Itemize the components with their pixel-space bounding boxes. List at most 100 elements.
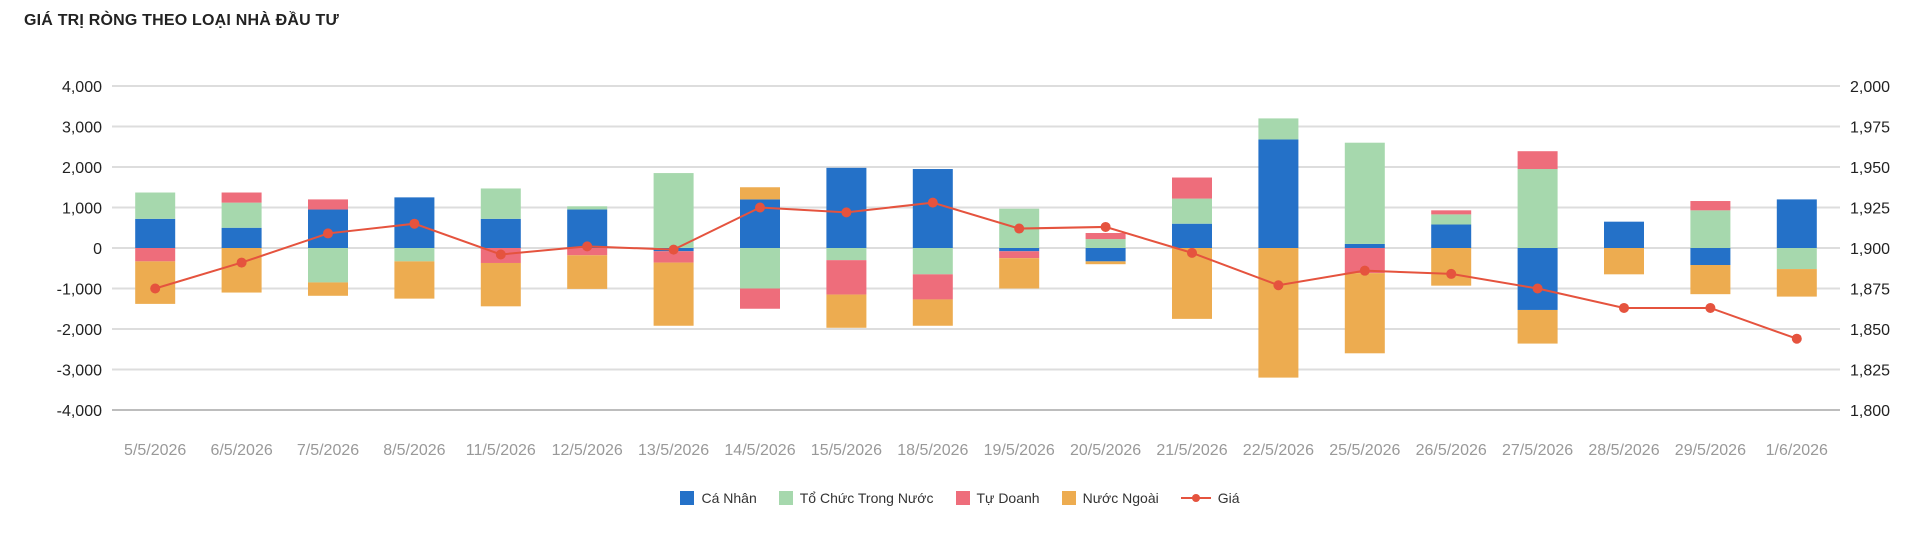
bar-ca-nhan [1344, 243, 1385, 248]
chart-legend: Cá Nhân Tổ Chức Trong Nước Tự Doanh Nước… [0, 490, 1920, 506]
bar-to-chuc-trong-nuoc [653, 173, 694, 248]
bar-ca-nhan [1604, 221, 1644, 248]
bar-to-chuc-trong-nuoc [394, 248, 435, 262]
bar-nuoc-ngoai [999, 258, 1040, 289]
y-right-tick-label: 1,875 [1850, 282, 1890, 299]
bar-tu-doanh [653, 251, 694, 263]
y-left-tick-label: -2,000 [57, 322, 102, 339]
bar-to-chuc-trong-nuoc [740, 248, 780, 289]
y-right-tick-label: 1,925 [1850, 201, 1890, 218]
bar-ca-nhan [1085, 248, 1126, 262]
price-point [495, 249, 506, 260]
bar-to-chuc-trong-nuoc [1431, 214, 1472, 225]
legend-item-to-chuc-trong-nuoc[interactable]: Tổ Chức Trong Nước [778, 490, 934, 506]
price-point [1705, 302, 1716, 313]
bar-tu-doanh [135, 248, 176, 262]
y-right-tick-label: 1,975 [1850, 120, 1890, 137]
bar-nuoc-ngoai [653, 262, 694, 326]
x-tick-label: 8/5/2026 [383, 442, 445, 459]
price-point [323, 228, 333, 239]
price-point [668, 244, 679, 255]
x-tick-label: 21/5/2026 [1156, 442, 1227, 459]
price-point [236, 257, 247, 268]
x-tick-label: 11/5/2026 [466, 442, 536, 459]
bar-to-chuc-trong-nuoc [1172, 198, 1212, 224]
bar-nuoc-ngoai [221, 248, 262, 293]
chart-title: GIÁ TRỊ RÒNG THEO LOẠI NHÀ ĐẦU TƯ [24, 12, 339, 29]
x-tick-label: 26/5/2026 [1416, 442, 1487, 459]
bar-to-chuc-trong-nuoc [567, 206, 608, 210]
y-right-tick-label: 1,900 [1850, 241, 1890, 258]
bar-to-chuc-trong-nuoc [135, 192, 176, 219]
bar-nuoc-ngoai [1604, 248, 1644, 275]
bar-nuoc-ngoai [1172, 248, 1212, 319]
bar-to-chuc-trong-nuoc [1776, 248, 1817, 270]
bar-tu-doanh [740, 288, 780, 309]
price-point [1100, 221, 1111, 232]
bar-tu-doanh [826, 260, 867, 295]
bar-tu-doanh [1431, 210, 1472, 215]
legend-swatch [1061, 491, 1076, 505]
bar-ca-nhan [221, 227, 262, 248]
x-tick-label: 12/5/2026 [552, 442, 623, 459]
price-point [1014, 223, 1025, 234]
bar-nuoc-ngoai [912, 299, 953, 326]
price-point [1187, 247, 1197, 258]
y-left-tick-label: 0 [93, 241, 102, 258]
bar-ca-nhan [1776, 199, 1817, 248]
bar-ca-nhan [1690, 248, 1731, 266]
x-tick-label: 15/5/2026 [811, 442, 882, 459]
legend-item-ca-nhan[interactable]: Cá Nhân [680, 490, 757, 506]
legend-item-tu-doanh[interactable]: Tự Doanh [955, 490, 1040, 506]
legend-label: Nước Ngoài [1082, 490, 1159, 506]
price-point [927, 197, 938, 208]
x-tick-label: 25/5/2026 [1329, 442, 1400, 459]
x-tick-label: 29/5/2026 [1675, 442, 1746, 459]
bar-nuoc-ngoai [1776, 269, 1817, 297]
x-tick-label: 1/6/2026 [1766, 442, 1828, 459]
bar-nuoc-ngoai [567, 255, 608, 289]
price-point [409, 218, 420, 229]
bar-ca-nhan [912, 169, 953, 248]
y-right-tick-label: 1,850 [1850, 322, 1890, 339]
y-left-tick-label: -3,000 [57, 363, 102, 380]
y-right-tick-label: 1,800 [1850, 403, 1890, 420]
bar-nuoc-ngoai [1258, 248, 1299, 378]
bar-to-chuc-trong-nuoc [912, 248, 953, 275]
price-point [1359, 265, 1370, 276]
legend-label: Giá [1217, 490, 1240, 506]
price-point [1446, 268, 1457, 279]
legend-swatch [955, 491, 970, 505]
legend-item-gia[interactable]: Giá [1180, 490, 1240, 506]
y-left-tick-label: -4,000 [57, 403, 102, 420]
x-tick-label: 14/5/2026 [724, 442, 795, 459]
x-tick-label: 18/5/2026 [897, 442, 968, 459]
x-tick-label: 20/5/2026 [1070, 442, 1141, 459]
x-tick-label: 13/5/2026 [638, 442, 709, 459]
legend-item-nuoc-ngoai[interactable]: Nước Ngoài [1061, 490, 1159, 506]
bar-nuoc-ngoai [826, 294, 867, 328]
legend-swatch [778, 491, 793, 505]
bar-nuoc-ngoai [308, 282, 348, 296]
x-tick-label: 7/5/2026 [297, 442, 359, 459]
bar-nuoc-ngoai [480, 262, 521, 307]
bar-to-chuc-trong-nuoc [1344, 142, 1385, 244]
bar-to-chuc-trong-nuoc [1690, 210, 1731, 248]
legend-label: Tự Doanh [976, 490, 1040, 506]
bar-nuoc-ngoai [1431, 248, 1472, 286]
net-value-chart: -4,000 -3,000 -2,000 -1,000 0 1,000 2,000 3,000… [57, 79, 1891, 459]
bar-nuoc-ngoai [394, 261, 435, 299]
y-left-tick-label: 2,000 [62, 160, 102, 177]
bar-to-chuc-trong-nuoc [480, 188, 521, 219]
bar-nuoc-ngoai [1085, 261, 1126, 265]
y-left-tick-label: -1,000 [57, 282, 102, 299]
bar-tu-doanh [221, 192, 262, 203]
x-tick-label: 6/5/2026 [210, 442, 272, 459]
bar-tu-doanh [1517, 151, 1558, 170]
bar-tu-doanh [1690, 201, 1731, 211]
bar-ca-nhan [1258, 139, 1299, 248]
bar-to-chuc-trong-nuoc [1085, 239, 1126, 248]
bar-ca-nhan [1517, 248, 1558, 310]
price-point [1273, 280, 1284, 291]
bar-tu-doanh [308, 199, 348, 210]
